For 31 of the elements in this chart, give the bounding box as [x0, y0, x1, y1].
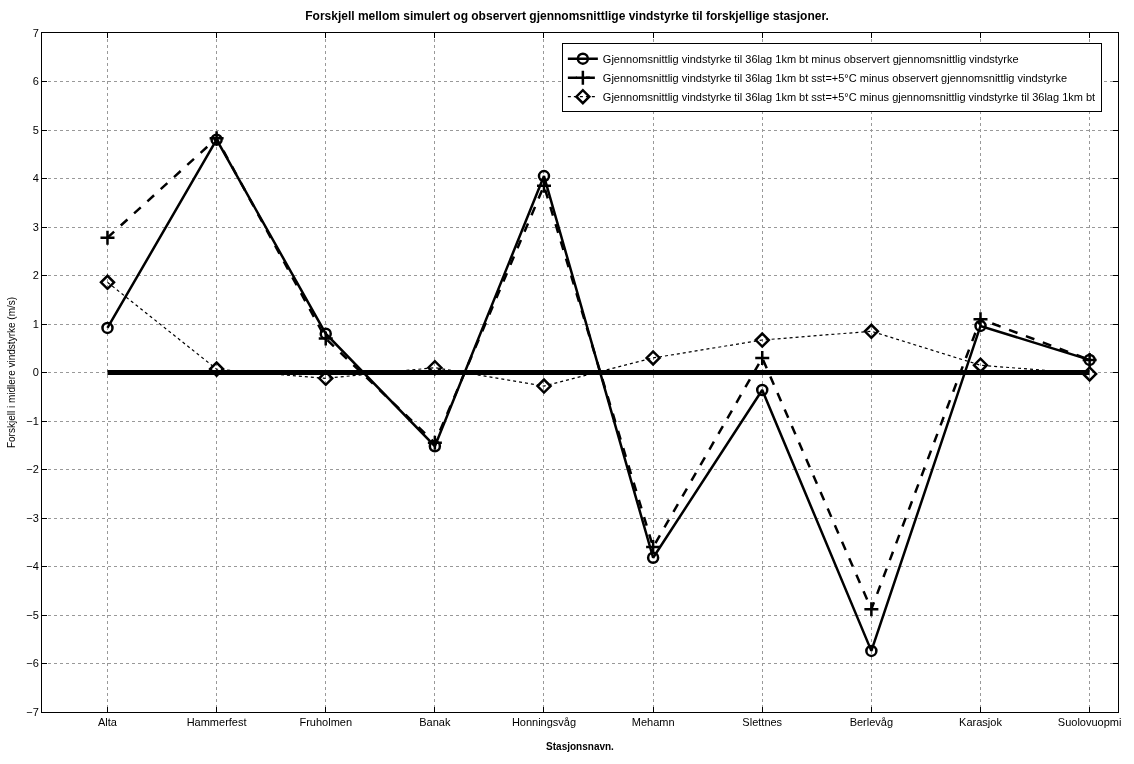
y-tick-label: 6 [32, 75, 39, 88]
legend-label: Gjennomsnittlig vindstyrke til 36lag 1km bt sst=+5°C minus gjennomsnittlig vindstyrke til 36lag 1km bt [602, 90, 1096, 103]
y-tick-label: −3 [26, 511, 39, 524]
y-tick-label: 0 [32, 366, 39, 379]
y-tick-label: 5 [32, 123, 39, 136]
y-tick-label: 2 [32, 269, 39, 282]
y-tick-label: 1 [32, 317, 39, 330]
x-tick-label: Hammerfest [186, 716, 247, 729]
x-tick-label: Alta [98, 716, 118, 729]
x-tick-label: Berlevåg [849, 716, 894, 729]
x-tick-label: Fruholmen [299, 716, 353, 729]
x-axis-title: Stasjonsnavn. [546, 740, 615, 752]
y-tick-label: 7 [32, 26, 39, 39]
x-tick-label: Karasjok [959, 716, 1003, 729]
chart-title: Forskjell mellom simulert og observert gjennomsnittlige vindstyrke til forskjellige stasjoner. [305, 8, 829, 23]
y-tick-label: −2 [26, 463, 39, 476]
y-tick-label: 3 [32, 220, 39, 233]
x-tick-label: Honningsvåg [511, 716, 577, 729]
y-tick-label: −6 [26, 657, 39, 670]
y-tick-label: 4 [32, 172, 39, 185]
y-axis-title: Forskjell i midlere vindstyrke (m/s) [6, 296, 18, 449]
y-tick-label: −4 [26, 560, 39, 573]
x-tick-label: Suolovuopmi [1057, 716, 1122, 729]
x-tick-label: Mehamn [631, 716, 675, 729]
legend-label: Gjennomsnittlig vindstyrke til 36lag 1km bt sst=+5°C minus observert gjennomsnittlig vindstyrke [602, 71, 1068, 84]
y-tick-label: −7 [26, 705, 39, 718]
y-tick-label: −5 [26, 608, 39, 621]
y-tick-label: −1 [26, 414, 39, 427]
legend-label: Gjennomsnittlig vindstyrke til 36lag 1km bt minus observert gjennomsnittlig vindstyrke [602, 52, 1019, 65]
x-tick-label: Slettnes [742, 716, 783, 729]
x-tick-label: Banak [419, 716, 451, 729]
